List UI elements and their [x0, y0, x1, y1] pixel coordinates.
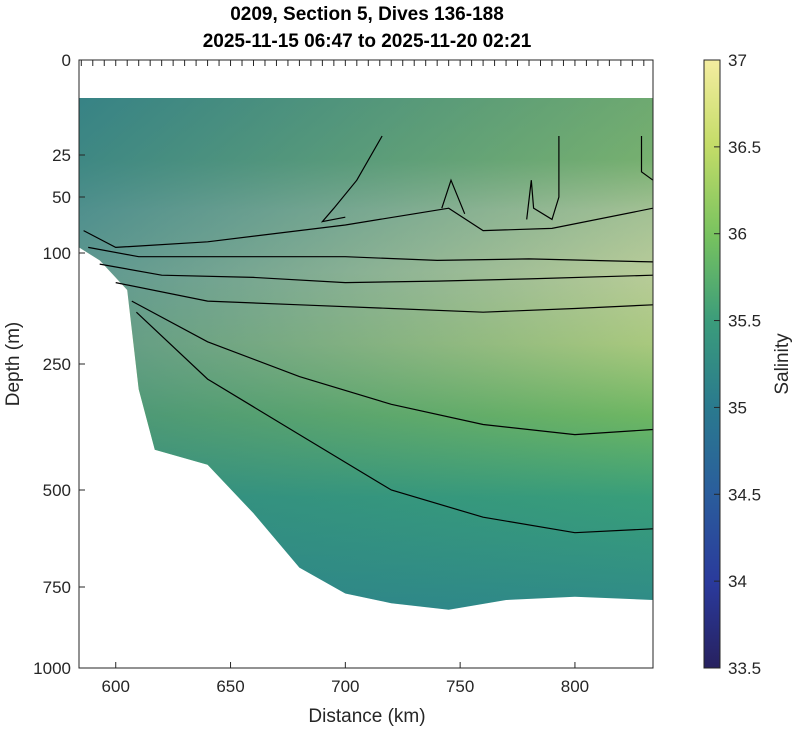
colorbar-tick-label: 33.5: [728, 659, 761, 678]
contour-line-c3: [99, 263, 653, 284]
x-axis-ticks: 600 650 700 750 800: [102, 662, 589, 696]
colorbar: 37 36.5 36 35.5 35 34.5 34 33.5 Salinity: [703, 51, 793, 678]
x-tick-label: 700: [331, 677, 359, 696]
y-tick-label: 250: [43, 355, 71, 374]
y-tick-label: 50: [52, 188, 71, 207]
y-axis-ticks: 0 25 50 100 250 500 750 1000: [33, 51, 85, 678]
y-tick-label: 500: [43, 481, 71, 500]
colorbar-label: Salinity: [772, 333, 793, 395]
x-axis-label: Distance (km): [308, 706, 425, 727]
contour-line-c5: [131, 300, 653, 436]
colorbar-tick-label: 34: [728, 572, 747, 591]
plot-area: [79, 98, 653, 610]
salinity-field-deep-shade: [79, 98, 653, 610]
contour-line-c10: [640, 136, 653, 181]
dive-markers: [80, 60, 645, 66]
contour-line-c2: [88, 246, 653, 263]
y-tick-label: 1000: [33, 659, 71, 678]
colorbar-tick-label: 36.5: [728, 138, 761, 157]
salinity-field: [79, 98, 653, 610]
chart-title: 0209, Section 5, Dives 136-188: [230, 4, 504, 25]
x-tick-label: 800: [561, 677, 589, 696]
contour-lines: [83, 135, 653, 534]
y-tick-label: 25: [52, 146, 71, 165]
contour-line-c7: [320, 135, 383, 223]
contour-line-c9: [526, 136, 560, 221]
y-tick-label: 750: [43, 578, 71, 597]
contour-line-c1: [83, 207, 653, 249]
contour-line-c6: [135, 311, 653, 534]
contour-line-c4: [115, 282, 653, 313]
y-axis-label: Depth (m): [3, 322, 24, 406]
y-tick-label: 100: [43, 244, 71, 263]
contour-line-c8: [441, 178, 466, 215]
x-tick-label: 600: [102, 677, 130, 696]
colorbar-tick-label: 34.5: [728, 485, 761, 504]
y-tick-label: 0: [62, 51, 71, 70]
colorbar-tick-label: 36: [728, 225, 747, 244]
chart-subtitle: 2025-11-15 06:47 to 2025-11-20 02:21: [203, 31, 532, 52]
x-tick-label: 750: [446, 677, 474, 696]
x-tick-label: 650: [216, 677, 244, 696]
colorbar-tick-label: 35: [728, 398, 747, 417]
colorbar-ticks: 37 36.5 36 35.5 35 34.5 34 33.5: [714, 51, 761, 678]
colorbar-tick-label: 35.5: [728, 312, 761, 331]
colorbar-scale: [703, 59, 721, 669]
colorbar-tick-label: 37: [728, 51, 747, 70]
